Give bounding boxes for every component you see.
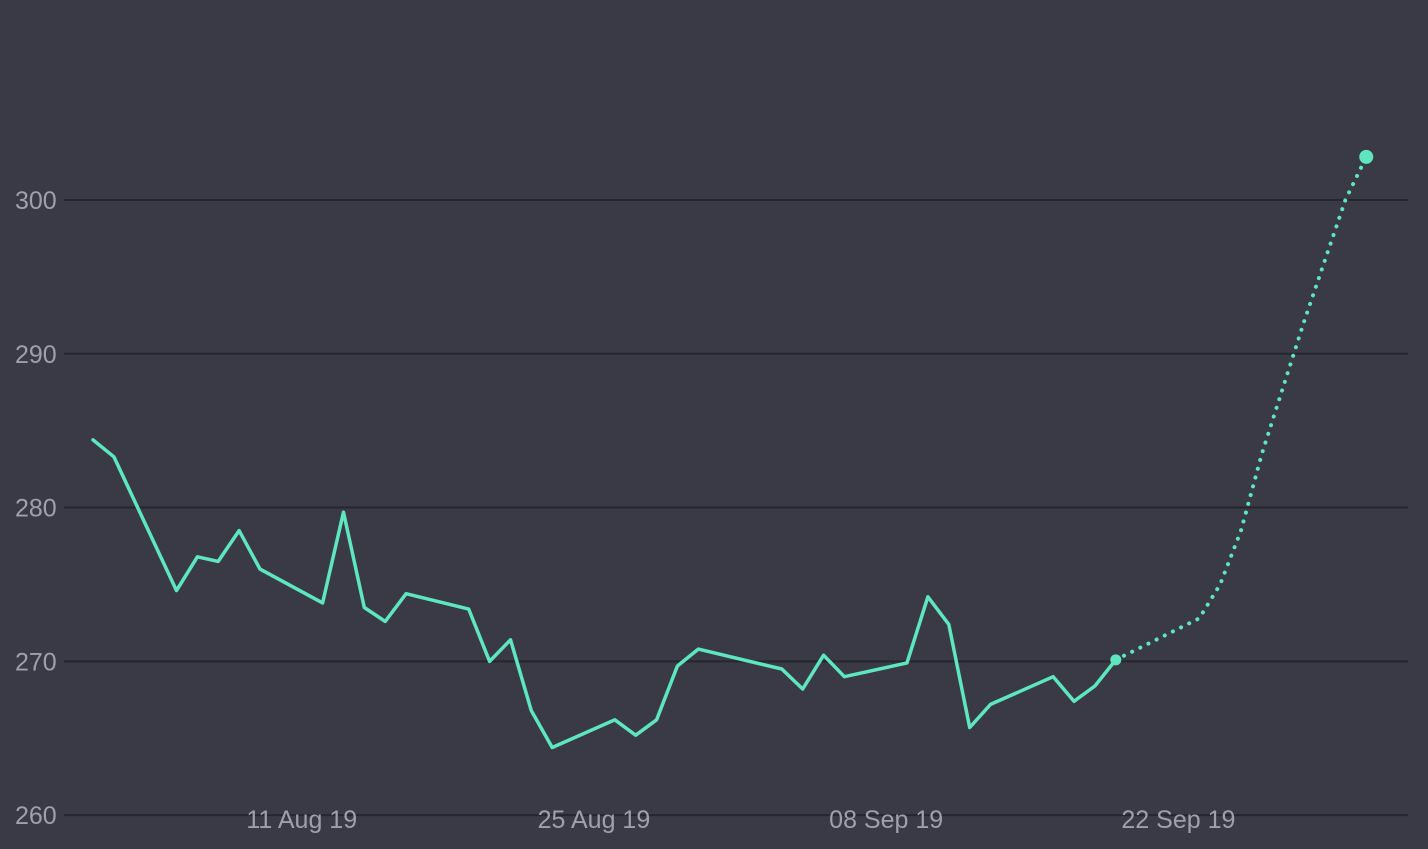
- y-tick-label: 260: [15, 802, 57, 830]
- grid-lines: [64, 198, 1408, 817]
- y-tick-label: 300: [15, 187, 57, 215]
- y-tick-label: 280: [15, 495, 57, 523]
- x-tick-label: 22 Sep 19: [1121, 806, 1235, 834]
- y-tick-label: 270: [15, 648, 57, 676]
- x-axis: 11 Aug 19 25 Aug 19 08 Sep 19 22 Sep 19: [246, 806, 1235, 834]
- y-axis: 260 270 280 290 300: [15, 187, 57, 830]
- point-marker[interactable]: [1110, 654, 1122, 666]
- series-group: [91, 154, 1369, 750]
- x-tick-label: 11 Aug 19: [246, 806, 357, 834]
- x-tick-label: 08 Sep 19: [829, 806, 943, 834]
- point-marker[interactable]: [1359, 149, 1374, 164]
- y-tick-label: 290: [15, 341, 57, 369]
- price-line: [91, 438, 1118, 750]
- x-tick-label: 25 Aug 19: [538, 806, 651, 834]
- marker-group: [1110, 149, 1374, 666]
